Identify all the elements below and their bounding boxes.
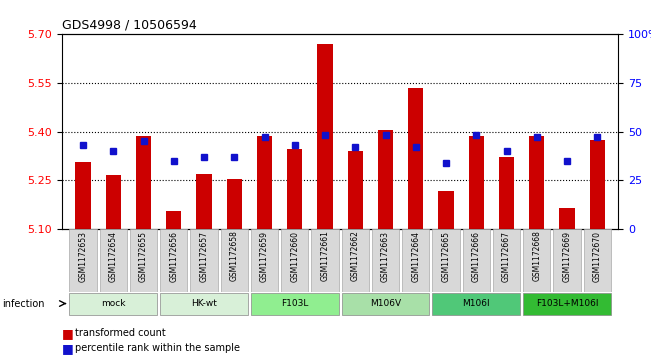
- FancyBboxPatch shape: [342, 229, 369, 292]
- Bar: [408, 88, 423, 229]
- Bar: [257, 136, 272, 229]
- Bar: [469, 136, 484, 229]
- FancyBboxPatch shape: [190, 229, 217, 292]
- Text: GSM1172669: GSM1172669: [562, 231, 572, 282]
- Bar: [348, 151, 363, 229]
- FancyBboxPatch shape: [372, 229, 399, 292]
- FancyBboxPatch shape: [553, 229, 581, 292]
- Bar: [76, 162, 90, 229]
- Text: GSM1172656: GSM1172656: [169, 231, 178, 282]
- Text: mock: mock: [101, 299, 126, 308]
- Bar: [166, 211, 182, 229]
- FancyBboxPatch shape: [130, 229, 157, 292]
- Text: GSM1172661: GSM1172661: [320, 231, 329, 281]
- Text: GSM1172666: GSM1172666: [472, 231, 481, 282]
- FancyBboxPatch shape: [311, 229, 339, 292]
- FancyBboxPatch shape: [221, 229, 248, 292]
- Text: ■: ■: [62, 342, 74, 355]
- FancyBboxPatch shape: [432, 229, 460, 292]
- FancyBboxPatch shape: [281, 229, 309, 292]
- Text: GSM1172670: GSM1172670: [593, 231, 602, 282]
- Text: GSM1172667: GSM1172667: [502, 231, 511, 282]
- FancyBboxPatch shape: [342, 293, 430, 315]
- FancyBboxPatch shape: [493, 229, 520, 292]
- Text: F103L: F103L: [281, 299, 309, 308]
- Bar: [529, 136, 544, 229]
- FancyBboxPatch shape: [100, 229, 127, 292]
- FancyBboxPatch shape: [251, 293, 339, 315]
- Text: GSM1172659: GSM1172659: [260, 231, 269, 282]
- FancyBboxPatch shape: [70, 293, 157, 315]
- Text: M106V: M106V: [370, 299, 401, 308]
- FancyBboxPatch shape: [523, 229, 550, 292]
- Text: GSM1172660: GSM1172660: [290, 231, 299, 282]
- Text: GSM1172658: GSM1172658: [230, 231, 239, 281]
- Bar: [439, 191, 454, 229]
- FancyBboxPatch shape: [523, 293, 611, 315]
- Text: transformed count: transformed count: [75, 328, 165, 338]
- Bar: [197, 174, 212, 229]
- Text: percentile rank within the sample: percentile rank within the sample: [75, 343, 240, 354]
- FancyBboxPatch shape: [432, 293, 520, 315]
- Bar: [105, 175, 121, 229]
- Text: GSM1172655: GSM1172655: [139, 231, 148, 282]
- Bar: [499, 158, 514, 229]
- Text: GSM1172664: GSM1172664: [411, 231, 421, 282]
- Text: ■: ■: [62, 327, 74, 340]
- Text: F103L+M106I: F103L+M106I: [536, 299, 598, 308]
- FancyBboxPatch shape: [584, 229, 611, 292]
- Text: GSM1172657: GSM1172657: [199, 231, 208, 282]
- Bar: [318, 44, 333, 229]
- Text: infection: infection: [2, 299, 44, 309]
- Text: GSM1172665: GSM1172665: [441, 231, 450, 282]
- Bar: [590, 140, 605, 229]
- FancyBboxPatch shape: [160, 293, 248, 315]
- Text: GSM1172654: GSM1172654: [109, 231, 118, 282]
- Text: GSM1172662: GSM1172662: [351, 231, 360, 281]
- FancyBboxPatch shape: [251, 229, 278, 292]
- FancyBboxPatch shape: [160, 229, 187, 292]
- Text: GSM1172653: GSM1172653: [79, 231, 87, 282]
- Bar: [136, 136, 151, 229]
- Bar: [378, 130, 393, 229]
- Text: HK-wt: HK-wt: [191, 299, 217, 308]
- Text: M106I: M106I: [462, 299, 490, 308]
- Text: GSM1172663: GSM1172663: [381, 231, 390, 282]
- FancyBboxPatch shape: [402, 229, 430, 292]
- FancyBboxPatch shape: [70, 229, 96, 292]
- FancyBboxPatch shape: [463, 229, 490, 292]
- Bar: [227, 179, 242, 229]
- Bar: [287, 150, 302, 229]
- Text: GDS4998 / 10506594: GDS4998 / 10506594: [62, 19, 197, 32]
- Bar: [559, 208, 575, 229]
- Text: GSM1172668: GSM1172668: [533, 231, 541, 281]
